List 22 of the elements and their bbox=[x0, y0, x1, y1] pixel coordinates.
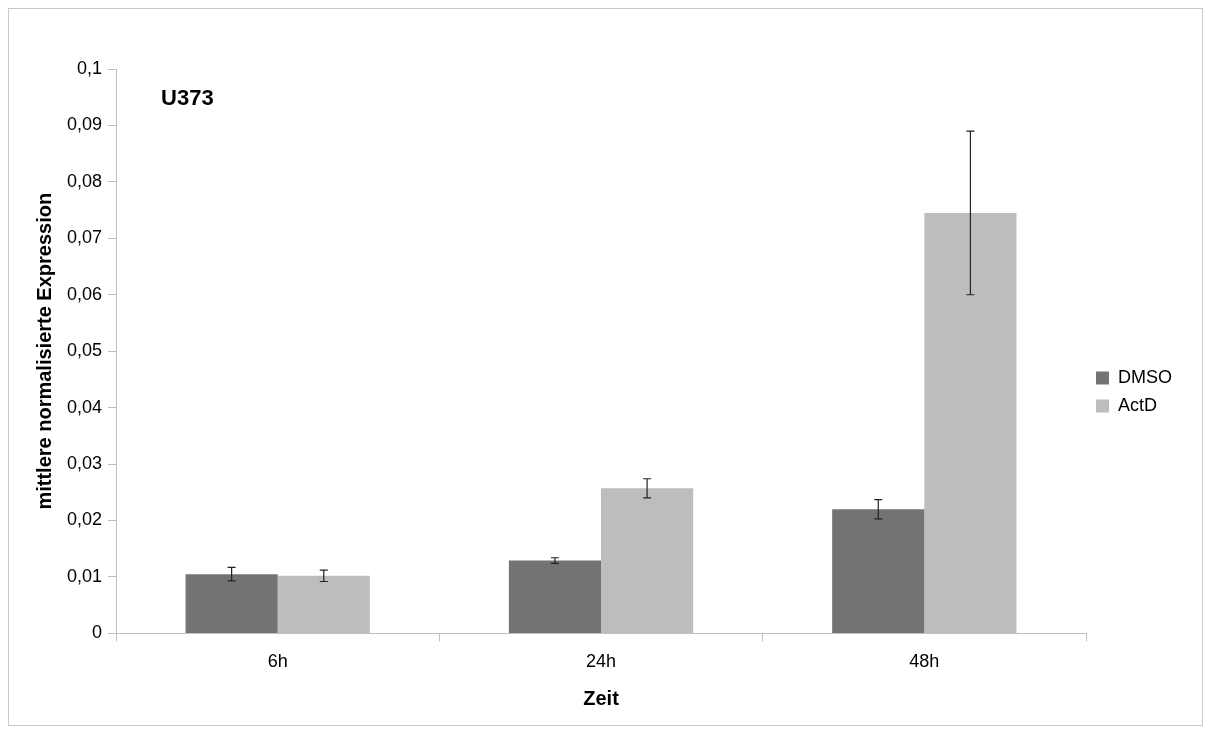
y-tick-label: 0,06 bbox=[66, 283, 103, 304]
y-tick-label: 0 bbox=[92, 622, 103, 643]
y-tick-label: 0,08 bbox=[66, 170, 103, 191]
legend-label: ActD bbox=[1118, 394, 1158, 415]
bar bbox=[832, 509, 925, 633]
y-tick-label: 0,09 bbox=[66, 114, 103, 135]
bar bbox=[508, 560, 602, 633]
y-tick-label: 0,03 bbox=[66, 453, 103, 474]
x-tick-label: 6h bbox=[267, 651, 288, 672]
y-tick-label: 0,04 bbox=[66, 396, 103, 417]
x-axis-title: Zeit bbox=[583, 686, 620, 709]
y-tick-label: 0,07 bbox=[66, 227, 103, 248]
x-tick-label: 24h bbox=[585, 651, 617, 672]
text: U373 bbox=[161, 85, 214, 111]
bar bbox=[185, 574, 278, 633]
y-tick-label: 0,01 bbox=[66, 565, 103, 586]
y-tick-label: 0,1 bbox=[77, 57, 103, 78]
y-axis-title: mittlere normalisierte Expression bbox=[32, 192, 55, 510]
y-tick-label: 0,02 bbox=[66, 509, 103, 530]
y-tick-label: 0,05 bbox=[66, 340, 103, 361]
legend-label: DMSO bbox=[1118, 366, 1172, 387]
x-tick-label: 48h bbox=[909, 651, 940, 672]
